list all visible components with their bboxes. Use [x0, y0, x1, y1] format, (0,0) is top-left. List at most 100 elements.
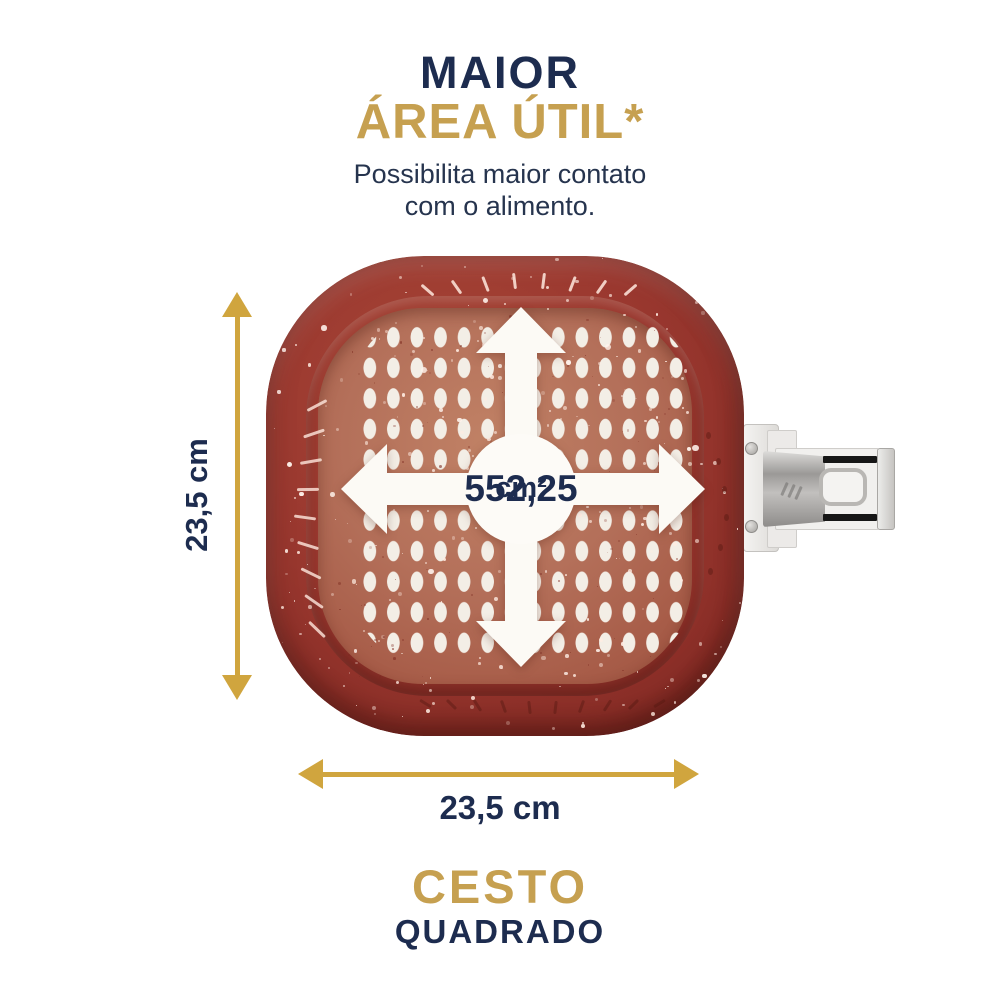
speckle	[589, 520, 592, 523]
fryer-basket: 552,25 cm²	[266, 256, 744, 736]
area-unit: cm²	[495, 472, 547, 505]
speckle	[667, 685, 669, 688]
speckle	[404, 291, 407, 294]
speckle	[607, 551, 609, 553]
speckle	[628, 506, 631, 509]
speckle	[721, 487, 724, 490]
speckle	[637, 349, 642, 353]
speckle	[585, 505, 589, 509]
speckle	[702, 673, 707, 679]
speckle	[339, 279, 341, 280]
speckle	[399, 340, 403, 344]
speckle	[631, 607, 635, 611]
speckle	[451, 536, 456, 540]
arrow-head-left-icon	[341, 444, 387, 534]
speckle	[327, 719, 332, 723]
speckle	[310, 716, 314, 719]
speckle	[293, 600, 296, 602]
speckle	[544, 570, 548, 573]
speckle	[683, 369, 688, 374]
speckle	[266, 272, 270, 277]
speckle	[566, 364, 569, 367]
speckle	[378, 639, 381, 642]
speckle	[319, 657, 322, 660]
screw-icon	[745, 520, 758, 533]
speckle	[370, 336, 374, 340]
speckle	[424, 561, 428, 565]
speckle	[422, 675, 424, 678]
speckle	[420, 265, 423, 268]
speckle	[460, 537, 464, 540]
speckle	[730, 650, 732, 653]
speckle	[649, 408, 652, 411]
speckle	[627, 569, 632, 574]
speckle	[440, 601, 443, 603]
speckle	[601, 604, 603, 606]
speckle	[722, 620, 723, 622]
speckle	[655, 416, 659, 420]
speckle	[664, 688, 666, 690]
four-way-arrow-icon: 552,25 cm²	[266, 256, 744, 736]
speckle	[737, 356, 739, 358]
speckle	[540, 572, 543, 576]
speckle	[694, 300, 699, 305]
speckle	[563, 406, 568, 411]
speckle	[725, 717, 727, 719]
speckle	[393, 354, 396, 357]
speckle	[649, 404, 653, 408]
speckle	[635, 397, 637, 400]
speckle	[299, 491, 304, 497]
speckle	[401, 461, 404, 464]
speckle	[355, 661, 358, 665]
speckle	[286, 461, 293, 468]
speckle	[631, 370, 633, 373]
speckle	[706, 432, 711, 439]
speckle	[634, 325, 638, 329]
speckle	[482, 297, 489, 304]
speckle	[390, 643, 394, 647]
speckle	[338, 581, 342, 585]
speckle	[609, 294, 612, 297]
speckle	[351, 350, 354, 353]
speckle	[281, 605, 285, 609]
arrow-head-left-icon	[298, 759, 323, 789]
horizontal-dimension-line	[321, 772, 676, 777]
speckle	[598, 637, 603, 642]
speckle	[351, 579, 357, 584]
footer: CESTO QUADRADO	[0, 862, 1000, 951]
speckle	[281, 641, 284, 644]
subtitle: Possibilita maior contato com o alimento…	[0, 159, 1000, 223]
speckle	[422, 683, 425, 686]
speckle	[623, 313, 626, 317]
speckle	[334, 518, 337, 521]
speckle	[383, 400, 387, 404]
speckle	[266, 284, 270, 289]
speckle	[392, 648, 396, 653]
speckle	[278, 338, 282, 341]
speckle	[588, 424, 590, 427]
arrow-head-right-icon	[674, 759, 699, 789]
speckle	[618, 540, 621, 543]
speckle	[671, 375, 674, 379]
speckle	[420, 398, 422, 400]
speckle	[555, 257, 559, 261]
speckle	[636, 671, 639, 674]
speckle	[641, 607, 644, 611]
speckle	[349, 293, 353, 296]
speckle	[468, 446, 470, 448]
speckle	[426, 509, 430, 512]
headline-primary: MAIOR	[420, 47, 580, 98]
speckle	[601, 257, 603, 259]
speckle	[432, 468, 436, 472]
speckle	[335, 427, 340, 431]
speckle	[471, 695, 475, 700]
speckle	[639, 505, 644, 509]
speckle	[680, 377, 684, 381]
speckle	[306, 564, 308, 566]
screw-icon	[745, 442, 758, 455]
speckle	[348, 258, 351, 261]
speckle	[738, 601, 741, 604]
speckle	[484, 397, 488, 401]
speckle	[570, 651, 572, 654]
arrow-head-up-icon	[476, 307, 566, 353]
